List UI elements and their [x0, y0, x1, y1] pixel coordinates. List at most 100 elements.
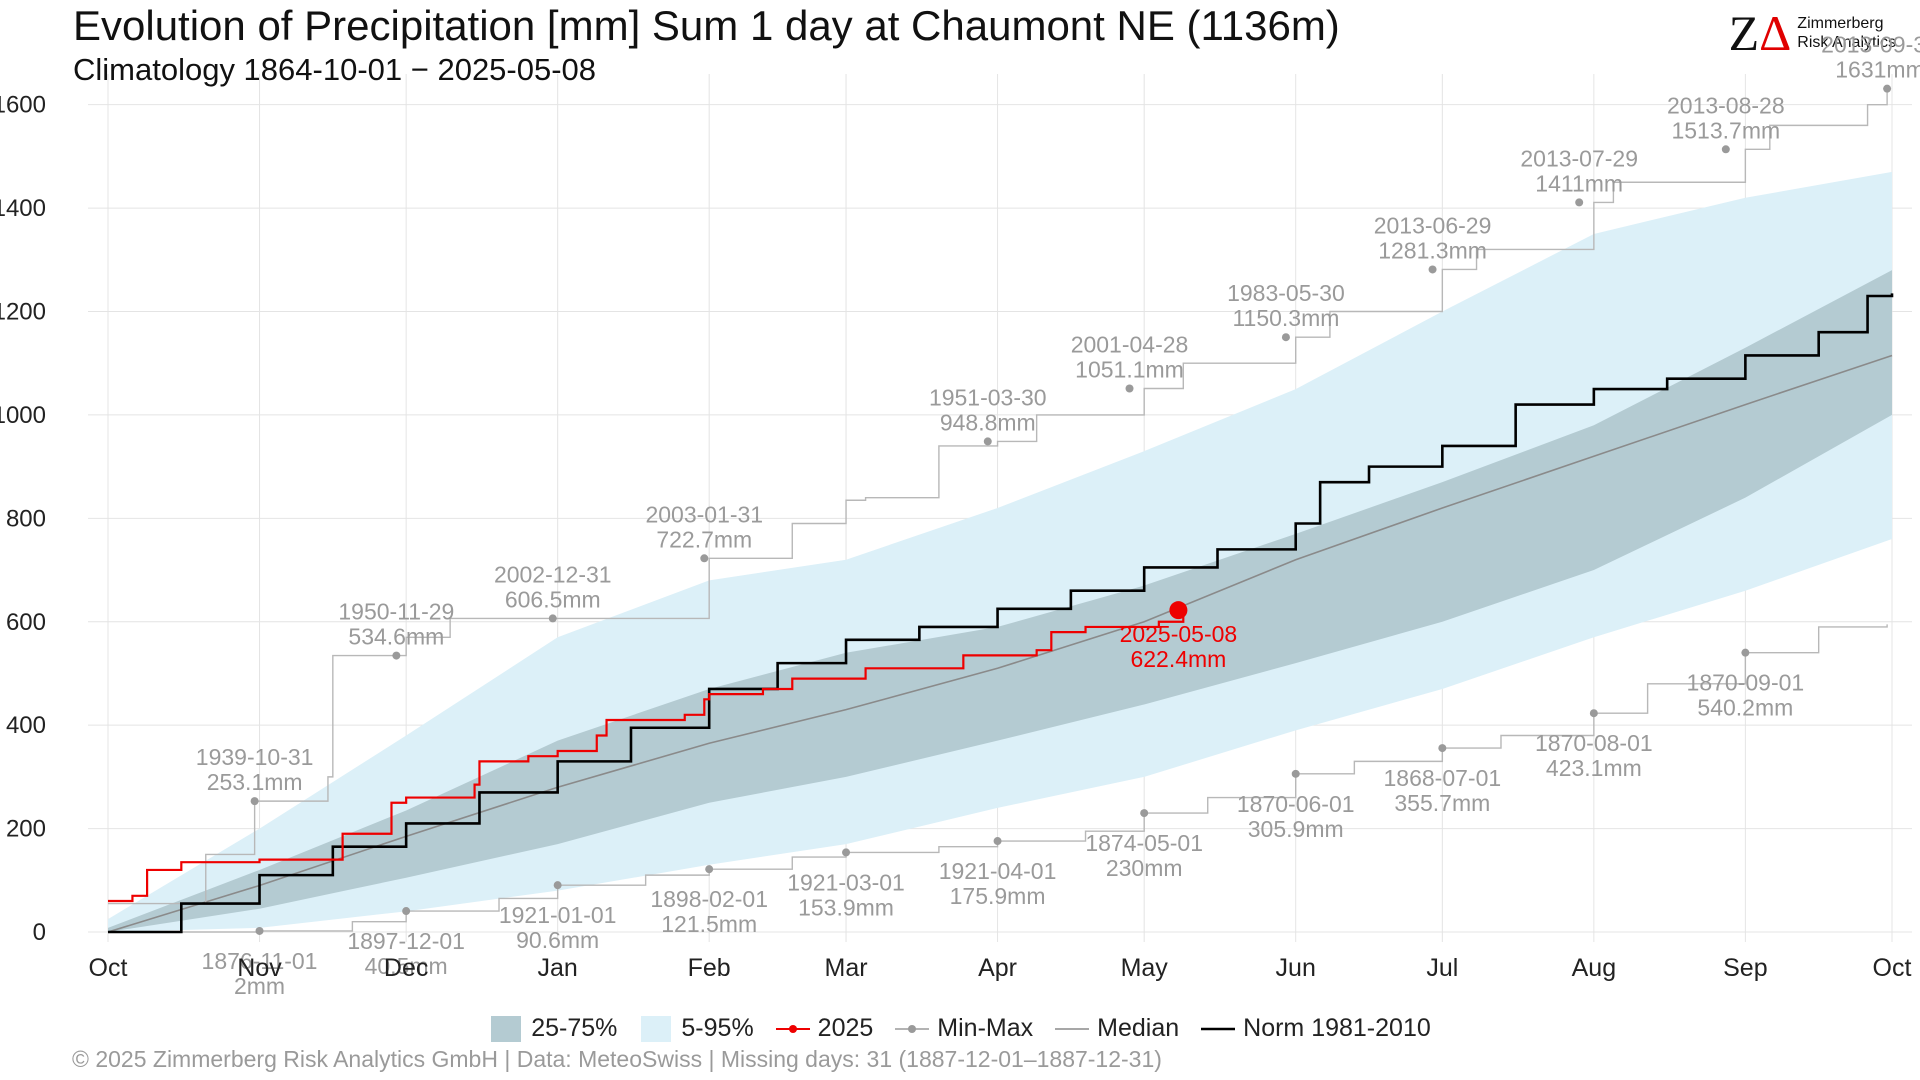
min-annotation-date: 1898-02-01	[650, 886, 768, 912]
y-tick-label: 1400	[0, 195, 46, 222]
legend-swatch	[1201, 1027, 1236, 1030]
max-annotation-date: 1939-10-31	[196, 744, 314, 770]
current-point-date: 2025-05-08	[1120, 621, 1238, 647]
legend-label: Norm 1981-2010	[1243, 1014, 1431, 1042]
y-tick-label: 1600	[0, 92, 46, 119]
chart-subtitle: Climatology 1864-10-01 − 2025-05-08	[73, 52, 597, 87]
max-annotation-point	[1281, 333, 1290, 342]
logo-text: Zimmerberg Risk Analytics	[1797, 15, 1896, 51]
max-annotation-value: 1051.1mm	[1075, 357, 1184, 383]
band-5-95	[108, 171, 1892, 932]
max-annotation-point	[1575, 198, 1584, 207]
min-annotation-point	[402, 907, 411, 916]
legend-item-current: 2025	[775, 1014, 874, 1043]
max-annotation-value: 606.5mm	[505, 586, 601, 612]
legend-item-minmax: Min-Max	[895, 1014, 1033, 1043]
max-annotation-point	[392, 651, 401, 660]
min-line	[108, 624, 1888, 933]
y-tick-label: 400	[6, 712, 46, 739]
min-annotation-value: 355.7mm	[1394, 790, 1490, 816]
chart-title: Evolution of Precipitation [mm] Sum 1 da…	[73, 2, 1340, 49]
min-annotation-point	[1140, 809, 1149, 818]
x-tick-label: Jul	[1426, 954, 1458, 982]
min-annotation-value: 153.9mm	[798, 894, 894, 920]
min-annotation-date: 1868-07-01	[1384, 765, 1502, 791]
x-tick-label: Nov	[237, 954, 282, 982]
min-annotation-date: 1876-11-01	[202, 948, 318, 974]
current-point	[1169, 601, 1188, 620]
y-tick-label: 800	[6, 505, 46, 532]
min-annotation-value: 2mm	[234, 973, 285, 999]
max-annotation-point	[1428, 265, 1437, 274]
legend-swatch	[895, 1024, 930, 1033]
max-annotation-date: 1983-05-30	[1227, 280, 1345, 306]
min-annotation-date: 1921-03-01	[787, 869, 905, 895]
legend-label: 2025	[817, 1014, 874, 1042]
max-annotation-date: 2003-01-31	[645, 501, 763, 527]
min-annotation-value: 121.5mm	[661, 911, 757, 937]
max-annotation-value: 1513.7mm	[1671, 117, 1780, 143]
min-annotation-point	[705, 865, 714, 874]
max-annotation-value: 948.8mm	[940, 409, 1036, 435]
max-annotation-value: 1281.3mm	[1378, 237, 1487, 263]
x-tick-label: Jun	[1276, 954, 1316, 982]
min-annotation-point	[1438, 744, 1447, 753]
x-tick-label: Dec	[384, 954, 428, 982]
min-annotation-date: 1870-06-01	[1237, 791, 1355, 817]
footer-credits: © 2025 Zimmerberg Risk Analytics GmbH | …	[72, 1046, 1162, 1072]
max-annotation-point	[983, 437, 992, 446]
max-annotation-date: 2013-07-29	[1520, 145, 1638, 171]
max-annotation-value: 722.7mm	[656, 526, 752, 552]
legend-swatch	[491, 1015, 522, 1042]
min-annotation-date: 1870-08-01	[1535, 730, 1653, 756]
x-tick-label: Oct	[1873, 954, 1912, 982]
x-tick-label: May	[1121, 954, 1169, 982]
min-annotation-date: 1874-05-01	[1085, 830, 1203, 856]
y-tick-label: 1200	[0, 299, 46, 326]
legend-item-norm: Norm 1981-2010	[1201, 1014, 1431, 1043]
min-annotation-value: 90.6mm	[516, 927, 599, 953]
chart-legend: 25-75% 5-95% 2025 Min-Max Median Norm 1981-20…	[0, 1014, 1920, 1043]
x-tick-label: Feb	[688, 954, 731, 982]
norm-line	[108, 293, 1894, 934]
max-annotation-value: 253.1mm	[207, 769, 303, 795]
min-annotation-date: 1897-12-01	[347, 928, 465, 954]
max-annotation-date: 2002-12-31	[494, 561, 612, 587]
min-annotation-value: 540.2mm	[1697, 695, 1793, 721]
min-annotation-point	[1291, 769, 1300, 778]
legend-label: Median	[1097, 1014, 1180, 1042]
min-annotation-value: 175.9mm	[950, 883, 1046, 909]
y-tick-label: 0	[33, 919, 46, 946]
x-tick-label: Jan	[538, 954, 578, 982]
legend-label: Min-Max	[937, 1014, 1034, 1042]
min-annotation-point	[255, 926, 264, 935]
min-annotation-value: 305.9mm	[1248, 816, 1344, 842]
max-annotation-point	[700, 554, 709, 563]
x-tick-label: Oct	[89, 954, 128, 982]
min-annotation-value: 230mm	[1106, 855, 1183, 881]
current-year-line	[108, 610, 1185, 903]
max-annotation-point	[1883, 84, 1892, 93]
min-annotation-point	[993, 837, 1002, 846]
legend-label: 5-95%	[681, 1014, 754, 1042]
legend-item-median: Median	[1055, 1014, 1179, 1043]
max-annotation-date: 2013-06-29	[1374, 212, 1492, 238]
max-line	[108, 88, 1888, 905]
x-tick-label: Aug	[1572, 954, 1616, 982]
min-annotation-point	[553, 881, 562, 890]
legend-item-band-outer: 5-95%	[639, 1014, 754, 1043]
max-annotation-date: 2001-04-28	[1071, 332, 1189, 358]
max-annotation-value: 1150.3mm	[1232, 305, 1339, 331]
min-annotation-date: 1921-04-01	[939, 858, 1057, 884]
min-annotation-point	[1741, 648, 1750, 657]
min-annotation-point	[1589, 709, 1598, 718]
max-annotation-date: 2013-08-28	[1667, 92, 1785, 118]
x-tick-label: Sep	[1723, 954, 1767, 982]
logo-mark: ZΔ	[1728, 5, 1792, 61]
max-annotation-value: 1411mm	[1535, 170, 1623, 196]
min-annotation-point	[842, 848, 851, 857]
max-annotation-date: 1950-11-29	[338, 599, 454, 625]
max-annotation-point	[1125, 384, 1134, 393]
x-tick-label: Mar	[825, 954, 868, 982]
